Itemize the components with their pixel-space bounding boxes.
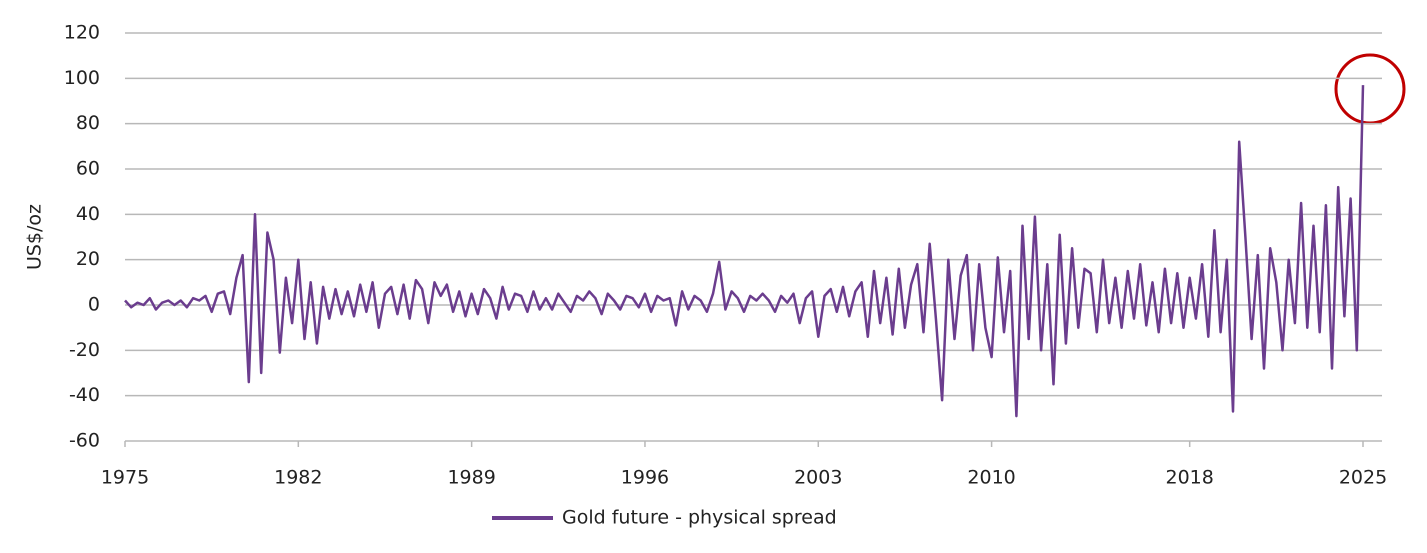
y-tick-label: 40: [76, 203, 100, 225]
x-tick-label: 1996: [621, 467, 669, 489]
highlight-circle: [1334, 53, 1406, 125]
y-tick-label: 60: [76, 158, 100, 180]
y-tick-label: 20: [76, 248, 100, 270]
y-axis-label: US$/oz: [24, 204, 46, 270]
x-tick-label: 2003: [794, 467, 842, 489]
y-tick-label: 100: [64, 67, 100, 89]
x-tick-label: 1975: [101, 467, 149, 489]
x-tick-label: 2010: [967, 467, 1015, 489]
y-tick-label: 120: [64, 22, 100, 44]
y-tick-label: 0: [88, 294, 100, 316]
y-tick-label: -20: [69, 339, 100, 361]
legend-label: Gold future - physical spread: [562, 507, 837, 529]
data-line: [124, 85, 1365, 418]
x-tick-label: 2025: [1339, 467, 1387, 489]
x-tick-label: 1982: [274, 467, 322, 489]
x-tick-label: 2018: [1166, 467, 1214, 489]
y-tick-label: -60: [69, 430, 100, 452]
x-tick-label: 1989: [447, 467, 495, 489]
y-tick-label: -40: [69, 384, 100, 406]
y-tick-label: 80: [76, 112, 100, 134]
